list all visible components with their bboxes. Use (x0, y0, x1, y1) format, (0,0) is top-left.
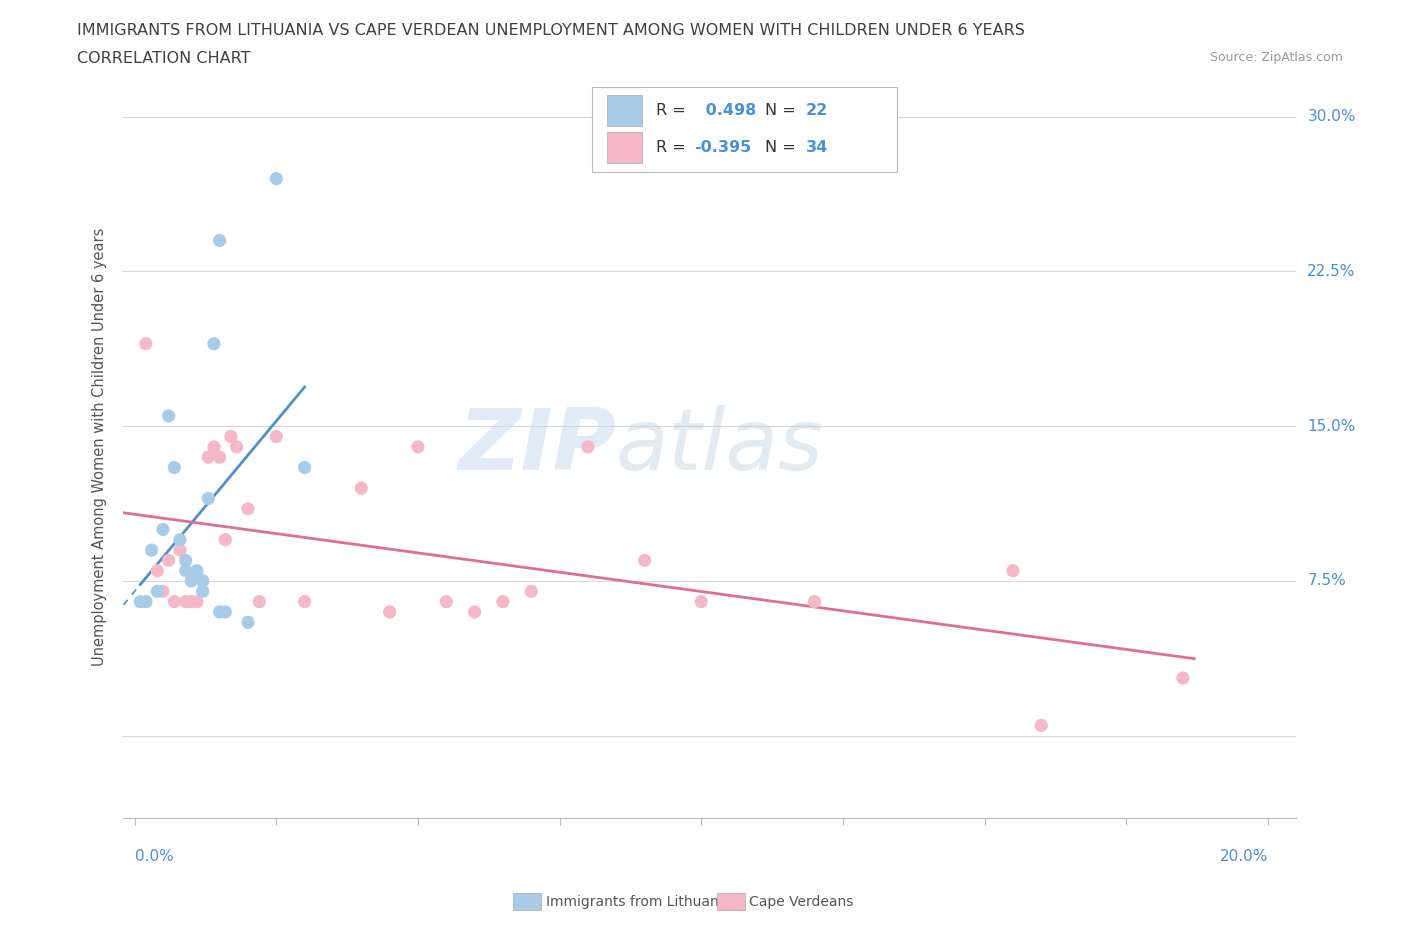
Point (434, 594, 457, 609)
Point (174, 564, 197, 578)
Point (135, 337, 157, 352)
Text: 0.0%: 0.0% (135, 849, 173, 864)
Text: 20.0%: 20.0% (1219, 849, 1268, 864)
Point (202, 440, 225, 455)
Point (803, 594, 825, 609)
Point (191, 574, 214, 589)
Point (378, 604, 401, 619)
Point (1171, 671, 1194, 685)
Text: 30.0%: 30.0% (1308, 109, 1355, 125)
Text: ZIP: ZIP (458, 405, 616, 488)
Point (1001, 564, 1024, 578)
Text: N =: N = (765, 140, 796, 155)
Point (152, 584, 174, 599)
Text: N =: N = (765, 103, 796, 118)
Point (191, 574, 214, 589)
Point (186, 564, 208, 578)
Point (219, 429, 242, 444)
Point (214, 604, 236, 619)
Text: 15.0%: 15.0% (1308, 418, 1355, 433)
Point (236, 501, 259, 516)
Point (146, 584, 169, 599)
Point (208, 233, 231, 248)
Point (202, 337, 225, 352)
Point (225, 440, 247, 455)
Point (350, 481, 373, 496)
Point (174, 594, 197, 609)
Point (180, 574, 202, 589)
Point (191, 584, 214, 599)
Point (197, 491, 219, 506)
Point (163, 594, 186, 609)
Text: 22.5%: 22.5% (1308, 264, 1355, 279)
Text: 34: 34 (806, 140, 828, 155)
Point (633, 553, 655, 568)
Point (157, 553, 180, 568)
Point (492, 594, 515, 609)
Point (576, 440, 599, 455)
Point (169, 542, 191, 557)
Text: 7.5%: 7.5% (1308, 574, 1346, 589)
Point (146, 564, 169, 578)
Point (1031, 718, 1053, 733)
Point (266, 171, 288, 186)
Text: 0.498: 0.498 (700, 103, 756, 118)
Text: CORRELATION CHART: CORRELATION CHART (77, 51, 250, 66)
Point (135, 594, 157, 609)
Text: -0.395: -0.395 (695, 140, 752, 155)
Point (520, 584, 543, 599)
Point (690, 594, 713, 609)
Point (464, 604, 486, 619)
Point (174, 553, 197, 568)
Point (169, 532, 191, 547)
Point (129, 594, 152, 609)
Text: R =: R = (655, 140, 686, 155)
Point (197, 450, 219, 465)
Point (247, 594, 270, 609)
Text: 22: 22 (806, 103, 828, 118)
Point (157, 408, 180, 423)
Text: atlas: atlas (616, 405, 824, 488)
Y-axis label: Unemployment Among Women with Children Under 6 years: Unemployment Among Women with Children U… (93, 228, 107, 666)
Point (294, 594, 316, 609)
Bar (606, 95, 641, 126)
Point (186, 594, 208, 609)
Bar (592, 86, 897, 172)
Bar (606, 132, 641, 163)
Point (266, 429, 288, 444)
Text: Source: ZipAtlas.com: Source: ZipAtlas.com (1209, 51, 1343, 64)
Point (208, 450, 231, 465)
Text: Immigrants from Lithuania: Immigrants from Lithuania (546, 895, 731, 910)
Text: R =: R = (655, 103, 686, 118)
Point (236, 615, 259, 630)
Point (294, 460, 316, 475)
Point (180, 594, 202, 609)
Point (163, 460, 186, 475)
Text: Cape Verdeans: Cape Verdeans (749, 895, 853, 910)
Point (406, 440, 429, 455)
Point (141, 542, 163, 557)
Point (214, 532, 236, 547)
Point (208, 604, 231, 619)
Point (152, 522, 174, 537)
Text: IMMIGRANTS FROM LITHUANIA VS CAPE VERDEAN UNEMPLOYMENT AMONG WOMEN WITH CHILDREN: IMMIGRANTS FROM LITHUANIA VS CAPE VERDEA… (77, 23, 1025, 38)
